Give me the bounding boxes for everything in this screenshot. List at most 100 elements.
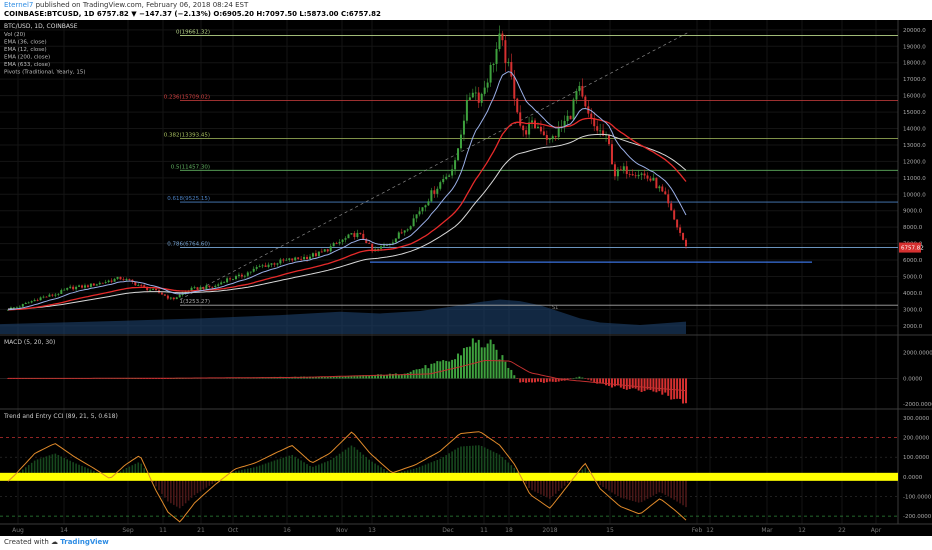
macd-histogram-bar	[655, 378, 658, 393]
candle-body	[377, 248, 380, 250]
macd-histogram-bar	[581, 377, 584, 379]
cci-histogram-bar	[167, 476, 169, 502]
candle-body	[54, 294, 57, 296]
cci-histogram-bar	[291, 454, 294, 477]
cci-histogram-bar	[267, 462, 270, 477]
cci-histogram-bar	[415, 467, 418, 477]
y-tick-label: 17000.0	[903, 77, 926, 83]
cci-histogram-bar	[634, 476, 637, 502]
cci-histogram-bar	[72, 462, 74, 477]
quote-line: COINBASE:BTCUSD, 1D 6757.82 ▼ −147.37 (−…	[4, 10, 381, 18]
cci-histogram-bar	[510, 465, 513, 477]
candle-body	[30, 301, 33, 303]
cci-histogram-bar	[611, 476, 613, 493]
candle-body	[400, 232, 403, 234]
candle-body	[362, 233, 365, 239]
candle-body	[667, 194, 670, 204]
candle-body	[640, 173, 643, 175]
macd-histogram-bar	[507, 367, 510, 379]
macd-histogram-bar	[528, 378, 531, 383]
publish-line: Eternel7 published on TradingView.com, F…	[4, 1, 248, 9]
candle-body	[587, 106, 590, 114]
candle-body	[255, 267, 258, 269]
candle-body	[149, 289, 152, 291]
candle-body	[297, 257, 300, 259]
cci-histogram-bar	[608, 476, 610, 491]
macd-histogram-bar	[353, 375, 356, 379]
cci-histogram-bar	[430, 462, 433, 477]
macd-histogram-bar	[465, 347, 468, 379]
y-tick-label: 5000.0	[903, 274, 923, 280]
macd-histogram-bar	[391, 374, 394, 379]
cci-histogram-bar	[312, 466, 314, 477]
cci-histogram-bar	[685, 476, 687, 508]
cci-histogram-bar	[649, 476, 652, 498]
cci-histogram-bar	[202, 476, 205, 490]
cci-histogram-bar	[560, 476, 563, 489]
cci-histogram-bar	[193, 476, 196, 496]
macd-histogram-bar	[545, 378, 548, 383]
candle-body	[104, 281, 107, 283]
cci-histogram-bar	[303, 462, 305, 477]
macd-histogram-bar	[616, 378, 619, 386]
macd-histogram-bar	[427, 368, 430, 379]
macd-histogram-bar	[394, 373, 397, 379]
candle-body	[214, 285, 217, 287]
candle-body	[628, 174, 631, 175]
macd-histogram-bar	[362, 375, 365, 379]
macd-histogram-bar	[377, 374, 380, 379]
cci-histogram-bar	[537, 476, 539, 494]
chart-svg[interactable]: Aug 14 Sep 11 21 Oct 16 Nov 13 Dec 11 18 2018 15 Feb 12…	[0, 20, 932, 536]
candle-body	[605, 134, 608, 136]
price-pane: 0(19661.32) 0.236(15709.02) 0.382(13393.45…	[0, 25, 924, 334]
candle-body	[525, 130, 528, 135]
candle-body	[152, 288, 155, 290]
macd-histogram-bar	[311, 376, 314, 379]
cci-title: Trend and Entry CCI (89, 21, 5, 0.618)	[3, 413, 118, 420]
candle-body	[454, 160, 457, 170]
x-tick-label: 18	[505, 527, 513, 534]
macd-histogram-bar	[483, 347, 486, 379]
cci-histogram-bar	[549, 476, 551, 499]
macd-histogram-bar	[397, 374, 400, 379]
macd-histogram-bar	[676, 378, 679, 399]
cci-histogram-bar	[87, 468, 89, 477]
author-link[interactable]: Eternel7	[4, 1, 34, 9]
candle-body	[424, 205, 427, 208]
candle-body	[60, 290, 63, 294]
macd-histogram-bar	[385, 374, 388, 379]
macd-histogram-bar	[542, 378, 545, 383]
candle-body	[311, 253, 314, 257]
candle-body	[303, 256, 306, 260]
candle-body	[172, 297, 175, 300]
x-tick-label: Dec	[442, 527, 454, 534]
candle-body	[232, 279, 235, 280]
candle-body	[578, 85, 581, 92]
cci-histogram-bar	[338, 453, 341, 477]
cci-histogram-bar	[54, 453, 57, 477]
cci-histogram-bar	[30, 462, 33, 477]
macd-histogram-bar	[347, 376, 350, 379]
legend: BTC/USD, 1D, COINBASE Vol (20) EMA (36, cl…	[4, 23, 85, 76]
macd-histogram-bar	[504, 361, 507, 379]
cci-histogram-bar	[427, 463, 430, 477]
cci-histogram-bar	[39, 458, 42, 477]
candle-body	[575, 91, 578, 100]
legend-item: Vol (20)	[4, 32, 25, 38]
cci-histogram-bar	[208, 476, 211, 486]
candle-body	[353, 233, 356, 237]
candle-body	[616, 169, 619, 177]
candle-body	[69, 286, 72, 288]
macd-y-tick: 2000.0000	[903, 351, 932, 357]
candle-body	[679, 227, 682, 233]
tradingview-brand[interactable]: TradingView	[60, 538, 109, 546]
candle-body	[27, 302, 30, 304]
macd-histogram-bar	[572, 378, 575, 379]
candle-body	[421, 207, 424, 212]
macd-histogram-bar	[462, 348, 465, 379]
macd-histogram-bar	[338, 376, 341, 379]
y-tick-label: 13000.0	[903, 143, 926, 149]
candle-body	[486, 82, 489, 88]
cci-histogram-bar	[205, 476, 208, 488]
fib-level-label: 0.786(6764.60)	[167, 241, 210, 247]
